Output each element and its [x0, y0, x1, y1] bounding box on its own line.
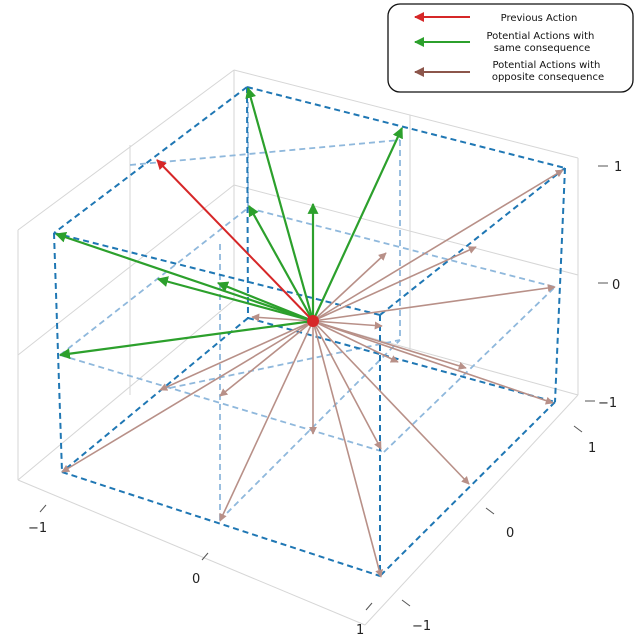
x-tick-mark: [39, 504, 47, 513]
opposite-consequence-arrow: [312, 320, 382, 450]
x-axis-ticks: −1 0 1: [28, 504, 373, 638]
y-tick-mark: [485, 507, 495, 515]
y-tick-label: −1: [412, 619, 431, 634]
outer-cube-edge: [379, 167, 566, 316]
outer-cube-edge: [53, 86, 248, 234]
opposite-consequence-arrow: [312, 320, 470, 485]
origin-point: [307, 315, 319, 327]
opposite-consequence-arrow: [312, 246, 477, 322]
previous-action-arrow: [156, 159, 314, 322]
legend: Previous Action Potential Actions with s…: [387, 3, 634, 93]
same-consequence-arrow: [58, 319, 314, 360]
outer-cube-edges: [53, 86, 566, 577]
same-consequence-arrow: [248, 205, 314, 322]
legend-item-opposite-consequence: Potential Actions with opposite conseque…: [414, 60, 604, 83]
legend-item-previous-action: Previous Action: [414, 12, 578, 24]
x-tick-label: −1: [28, 521, 47, 536]
opposite-consequence-arrow: [312, 284, 556, 322]
x-tick-mark: [365, 602, 373, 611]
outer-cube-edge: [554, 167, 566, 403]
y-tick-mark: [573, 425, 583, 433]
outer-cube-edge: [53, 232, 381, 316]
svg-text:Potential Actions with: Potential Actions with opposite conseque…: [492, 60, 604, 83]
grid-line: [233, 184, 579, 276]
inner-cube-edge: [159, 339, 401, 391]
previous-action-arrows: [156, 159, 314, 322]
opposite-consequence-arrow: [312, 169, 564, 322]
same-consequence-arrows: [54, 86, 403, 360]
grid-line: [233, 69, 579, 159]
outer-cube-edge: [61, 317, 249, 473]
outer-cube-edge: [246, 86, 249, 319]
outer-cube-edge: [61, 471, 381, 577]
opposite-consequence-arrow: [219, 320, 314, 397]
inner-cube-edge: [59, 354, 385, 453]
opposite-consequence-arrow: [159, 320, 314, 391]
same-consequence-arrow: [245, 86, 315, 322]
same-consequence-arrow: [312, 127, 403, 322]
same-consequence-arrow: [156, 276, 314, 323]
opposite-consequence-arrow: [219, 320, 314, 522]
opposite-consequence-arrow: [312, 320, 383, 330]
grid-line: [17, 184, 235, 356]
z-axis-ticks: 1 0 −1: [585, 160, 622, 411]
legend-label-same-line1: Potential Actions with: [486, 31, 594, 42]
outer-cube-edge: [379, 401, 556, 577]
x-tick-mark: [201, 552, 209, 561]
legend-item-same-consequence: Potential Actions with same consequence: [414, 31, 597, 54]
y-tick-mark: [401, 599, 411, 607]
y-axis-ticks: 1 0 −1: [401, 425, 596, 634]
same-consequence-arrow: [216, 281, 314, 323]
grid-line: [17, 299, 235, 481]
outer-cube-edge: [53, 232, 63, 473]
opposite-consequence-arrow: [312, 320, 384, 578]
opposite-consequence-arrow: [312, 320, 554, 405]
x-tick-label: 1: [356, 623, 364, 638]
x-tick-label: 0: [192, 572, 200, 587]
svg-text:Previous Action: Previous Action: [501, 13, 578, 24]
inner-cube-edge: [247, 207, 556, 288]
svg-text:Potential Actions with: Potential Actions with same consequence: [486, 31, 597, 54]
inner-cube-edge: [219, 339, 401, 521]
opposite-consequence-arrows: [61, 169, 564, 578]
opposite-consequence-arrow: [61, 320, 314, 473]
grid-line: [17, 479, 366, 626]
grid-line: [17, 69, 235, 231]
y-tick-label: 1: [588, 441, 596, 456]
legend-label-opposite-line2: opposite consequence: [492, 72, 604, 83]
z-tick-label: 0: [612, 278, 620, 293]
legend-label-previous: Previous Action: [501, 13, 578, 24]
opposite-consequence-arrow: [312, 252, 387, 322]
z-tick-label: −1: [598, 396, 617, 411]
opposite-consequence-arrow: [312, 320, 467, 370]
opposite-consequence-arrow: [251, 313, 314, 322]
same-consequence-arrow: [54, 231, 314, 323]
grid-line: [364, 394, 579, 626]
y-tick-label: 0: [506, 526, 514, 541]
outer-cube-edge: [246, 86, 566, 169]
legend-box: [387, 3, 634, 93]
legend-label-same-line2: same consequence: [494, 43, 591, 54]
opposite-consequence-arrow: [312, 320, 399, 363]
z-tick-label: 1: [614, 160, 622, 175]
legend-label-opposite-line1: Potential Actions with: [492, 60, 600, 71]
background-grid: [17, 69, 579, 626]
